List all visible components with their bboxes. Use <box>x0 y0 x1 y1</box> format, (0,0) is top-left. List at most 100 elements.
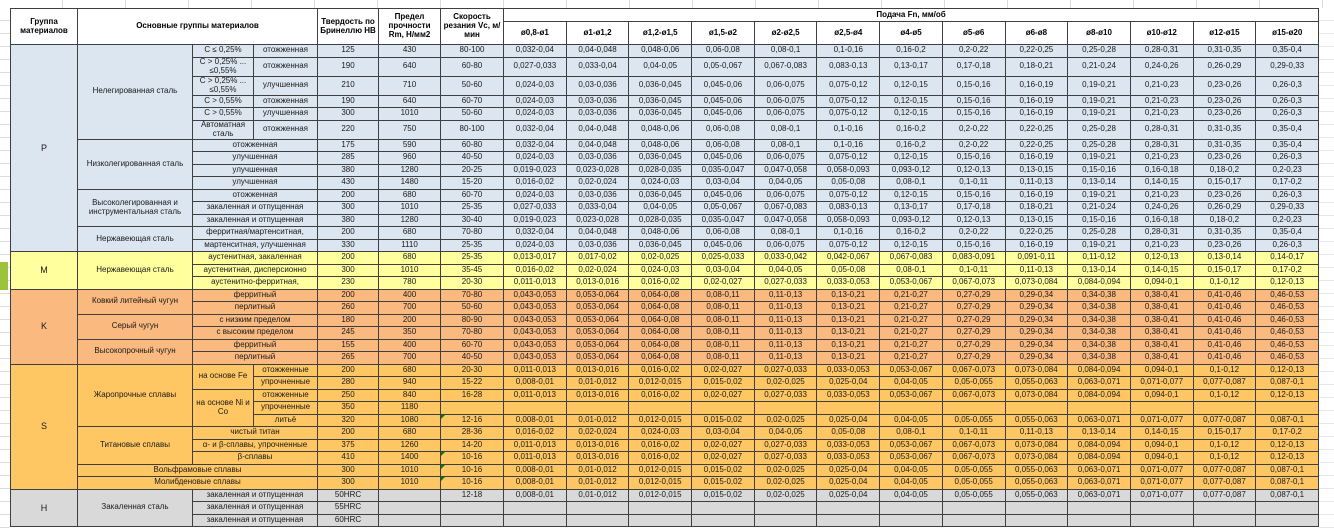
feed-diameter-header[interactable]: ø1-ø1,2 <box>565 21 630 45</box>
feed-cell[interactable]: 0,03-0,04 <box>691 426 755 440</box>
feed-cell[interactable]: 0,2-0,22 <box>941 226 1006 240</box>
feed-cell[interactable]: 0,29-0,34 <box>1004 313 1069 327</box>
feed-cell[interactable]: 0,12-0,15 <box>879 238 943 252</box>
table-cell[interactable]: 60HRC <box>317 513 380 527</box>
feed-cell[interactable]: 0,073-0,084 <box>1004 451 1069 465</box>
table-cell[interactable]: 375 <box>317 438 380 452</box>
feed-cell[interactable]: 0,024-0,03 <box>628 426 693 440</box>
feed-cell[interactable]: 0,02-0,027 <box>691 363 755 377</box>
table-cell[interactable]: 50-60 <box>440 301 505 315</box>
feed-cell[interactable]: 0,094-0,1 <box>1129 276 1194 290</box>
feed-cell[interactable]: 0,11-0,13 <box>753 338 818 352</box>
feed-cell[interactable]: 0,008-0,01 <box>503 476 567 490</box>
feed-cell[interactable]: 0,16-0,2 <box>879 119 943 140</box>
feed-cell[interactable]: 0,15-0,16 <box>941 188 1006 202</box>
feed-cell[interactable]: 0,1-0,12 <box>1192 451 1257 465</box>
feed-cell[interactable]: 0,21-0,23 <box>1129 94 1194 108</box>
feed-cell[interactable]: 0,073-0,084 <box>1004 276 1069 290</box>
feed-cell[interactable]: 0,016-0,02 <box>628 388 693 402</box>
feed-cell[interactable]: 0,06-0,08 <box>691 138 755 152</box>
material-group-letter[interactable]: P <box>10 44 78 252</box>
table-cell[interactable]: 200 <box>317 288 380 302</box>
feed-cell[interactable]: 0,063-0,071 <box>1067 413 1131 427</box>
feed-cell[interactable]: 0,29-0,34 <box>1004 301 1069 315</box>
feed-cell[interactable]: 0,19-0,21 <box>1067 151 1131 165</box>
feed-cell[interactable]: 0,13-0,21 <box>816 326 881 340</box>
feed-cell[interactable] <box>753 401 818 415</box>
feed-cell[interactable]: 0,024-0,03 <box>503 151 567 165</box>
feed-cell[interactable] <box>941 401 1006 415</box>
feed-cell[interactable]: 0,025-0,04 <box>816 476 881 490</box>
feed-cell[interactable]: 0,024-0,03 <box>503 75 567 96</box>
feed-cell[interactable]: 0,04-0,05 <box>753 426 818 440</box>
feed-cell[interactable]: 0,13-0,14 <box>1067 426 1131 440</box>
feed-cell[interactable]: 0,071-0,077 <box>1129 476 1194 490</box>
feed-diameter-header[interactable]: ø2-ø2,5 <box>753 21 818 45</box>
feed-cell[interactable]: 0,093-0,12 <box>879 213 943 227</box>
feed-cell[interactable]: 0,033-0,053 <box>816 388 881 402</box>
feed-cell[interactable]: 0,064-0,08 <box>628 301 693 315</box>
feed-cell[interactable]: 0,14-0,17 <box>1255 251 1320 265</box>
table-cell[interactable]: отожженная <box>191 138 319 152</box>
feed-cell[interactable]: 0,012-0,015 <box>628 376 693 390</box>
feed-cell[interactable]: 0,094-0,1 <box>1129 388 1194 402</box>
feed-cell[interactable]: 0,027-0,033 <box>503 201 567 215</box>
feed-cell[interactable]: 0,027-0,033 <box>753 438 818 452</box>
feed-cell[interactable]: 0,023-0,028 <box>565 213 630 227</box>
feed-cell[interactable]: 0,38-0,41 <box>1129 351 1194 365</box>
feed-cell[interactable]: 0,02-0,025 <box>753 413 818 427</box>
feed-cell[interactable]: 0,26-0,3 <box>1255 107 1320 121</box>
feed-cell[interactable]: 0,027-0,033 <box>753 451 818 465</box>
feed-cell[interactable] <box>503 513 567 527</box>
feed-cell[interactable]: 0,067-0,073 <box>941 363 1006 377</box>
feed-cell[interactable]: 0,033-0,053 <box>816 276 881 290</box>
table-cell[interactable]: 175 <box>317 138 380 152</box>
feed-cell[interactable]: 0,008-0,01 <box>503 488 567 502</box>
feed-cell[interactable] <box>1067 401 1131 415</box>
feed-cell[interactable]: 0,04-0,05 <box>879 488 943 502</box>
feed-cell[interactable]: 0,27-0,29 <box>941 313 1006 327</box>
feed-cell[interactable]: 0,2-0,22 <box>941 44 1006 58</box>
feed-cell[interactable]: 0,036-0,045 <box>628 151 693 165</box>
table-cell[interactable]: отожженные <box>252 363 319 377</box>
feed-cell[interactable]: 0,21-0,24 <box>1067 201 1131 215</box>
feed-cell[interactable]: 0,071-0,077 <box>1129 413 1194 427</box>
feed-cell[interactable]: 0,06-0,075 <box>753 238 818 252</box>
table-cell[interactable]: упрочненные <box>252 376 319 390</box>
feed-cell[interactable]: 0,02-0,025 <box>753 488 818 502</box>
feed-cell[interactable]: 0,34-0,38 <box>1067 288 1131 302</box>
feed-cell[interactable]: 0,15-0,17 <box>1192 263 1257 277</box>
feed-cell[interactable]: 0,13-0,21 <box>816 313 881 327</box>
feed-cell[interactable]: 0,08-0,1 <box>753 138 818 152</box>
table-cell[interactable]: 280 <box>317 376 380 390</box>
feed-cell[interactable]: 0,23-0,26 <box>1192 151 1257 165</box>
feed-cell[interactable]: 0,024-0,03 <box>503 94 567 108</box>
table-cell[interactable]: 25-35 <box>440 238 505 252</box>
feed-cell[interactable]: 0,01-0,012 <box>565 463 630 477</box>
table-cell[interactable]: C > 0,25% ... ≤0,55% <box>192 75 254 96</box>
feed-cell[interactable]: 0,025-0,04 <box>816 463 881 477</box>
table-cell[interactable]: Автоматная сталь <box>192 119 254 140</box>
feed-cell[interactable]: 0,28-0,31 <box>1129 226 1194 240</box>
feed-cell[interactable]: 0,27-0,29 <box>941 326 1006 340</box>
feed-cell[interactable]: 0,04-0,05 <box>879 476 943 490</box>
feed-cell[interactable]: 0,13-0,15 <box>1004 213 1069 227</box>
feed-diameter-header[interactable]: ø8-ø10 <box>1067 21 1131 45</box>
feed-cell[interactable]: 0,043-0,053 <box>503 351 567 365</box>
table-cell[interactable]: 265 <box>317 351 380 365</box>
feed-cell[interactable]: 0,053-0,064 <box>565 338 630 352</box>
feed-cell[interactable]: 0,12-0,13 <box>941 163 1006 177</box>
feed-cell[interactable]: 0,013-0,016 <box>565 388 630 402</box>
feed-cell[interactable]: 0,16-0,18 <box>1129 163 1194 177</box>
feed-diameter-header[interactable]: ø2,5-ø4 <box>816 21 881 45</box>
feed-cell[interactable]: 0,1-0,16 <box>816 138 881 152</box>
feed-cell[interactable]: 0,043-0,053 <box>503 288 567 302</box>
table-cell[interactable]: 1080 <box>378 413 442 427</box>
feed-cell[interactable]: 0,1-0,16 <box>816 119 881 140</box>
feed-cell[interactable]: 0,008-0,01 <box>503 376 567 390</box>
feed-cell[interactable]: 0,26-0,29 <box>1192 201 1257 215</box>
feed-cell[interactable] <box>753 501 818 515</box>
feed-cell[interactable]: 0,1-0,11 <box>941 176 1006 190</box>
feed-cell[interactable]: 0,05-0,055 <box>941 376 1006 390</box>
table-cell[interactable]: 1010 <box>378 263 442 277</box>
